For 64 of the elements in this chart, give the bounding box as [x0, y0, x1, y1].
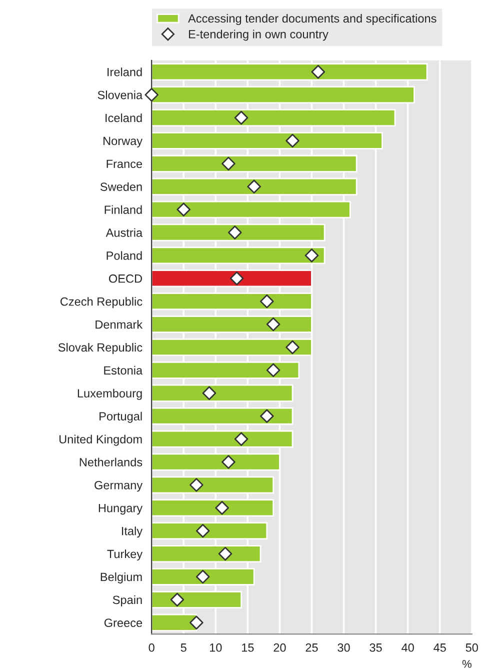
y-tick-label: Denmark	[96, 320, 143, 329]
y-tick-label: United Kingdom	[59, 434, 142, 446]
x-tick-label: 40	[402, 643, 414, 652]
legend-label: E-tendering in own country	[188, 30, 328, 41]
point	[286, 134, 300, 148]
point	[222, 156, 236, 171]
point	[176, 202, 191, 216]
y-tick-label: Poland	[106, 251, 142, 260]
y-tick-label: Greece	[104, 618, 142, 628]
point	[190, 478, 204, 492]
point	[218, 546, 232, 561]
point	[144, 88, 158, 102]
point	[222, 455, 236, 469]
x-tick-label: 50	[466, 643, 478, 652]
y-tick-label: Estonia	[104, 366, 143, 375]
point	[304, 248, 319, 262]
y-tick-label: Luxembourg	[78, 388, 142, 400]
y-tick-label: Germany	[94, 480, 143, 492]
x-tick-label: 15	[242, 644, 254, 652]
x-tick-label: 20	[274, 643, 286, 652]
y-tick-label: Netherlands	[80, 458, 142, 466]
y-tick-label: Belgium	[100, 572, 142, 584]
point	[196, 570, 210, 584]
x-tick-label: 25	[306, 643, 318, 652]
x-tick-label: 5	[180, 644, 186, 652]
y-tick-label: Slovenia	[98, 90, 143, 100]
point	[266, 317, 280, 332]
point	[202, 386, 216, 400]
point	[286, 340, 300, 354]
x-tick-label: 30	[338, 643, 350, 652]
point	[234, 432, 248, 446]
y-tick-label: Turkey	[107, 550, 143, 561]
point	[247, 180, 261, 194]
legend-label: Accessing tender documents and specifications	[188, 14, 436, 25]
y-tick-label: Sweden	[100, 182, 142, 191]
x-tick-label: 0	[148, 643, 154, 652]
y-tick-label: Portugal	[100, 412, 142, 423]
point	[170, 592, 184, 607]
x-axis-title: %	[462, 660, 472, 668]
y-tick-label: Ireland	[108, 68, 142, 76]
y-tick-label: Spain	[112, 595, 142, 606]
point	[266, 363, 280, 378]
point	[260, 409, 274, 423]
y-tick-label: Finland	[104, 205, 142, 214]
y-tick-label: Czech Republic	[60, 297, 142, 308]
x-tick-label: 10	[210, 643, 222, 652]
y-tick-label: Hungary	[98, 504, 143, 515]
point	[215, 500, 229, 515]
point	[190, 616, 204, 630]
y-tick-label: Austria	[106, 228, 143, 237]
point	[196, 524, 210, 538]
point	[230, 271, 244, 286]
x-tick-label: 35	[370, 643, 382, 652]
y-tick-label: Slovak Republic	[58, 342, 142, 354]
x-tick-label: 45	[434, 644, 446, 652]
y-tick-label: Iceland	[106, 113, 142, 122]
y-tick-label: Italy	[122, 526, 143, 538]
point	[228, 226, 242, 240]
y-tick-label: France	[106, 160, 142, 168]
point	[234, 110, 248, 125]
y-tick-label: Norway	[104, 136, 143, 148]
point	[260, 294, 274, 308]
y-tick-label: OECD	[109, 274, 142, 283]
point	[311, 64, 326, 79]
